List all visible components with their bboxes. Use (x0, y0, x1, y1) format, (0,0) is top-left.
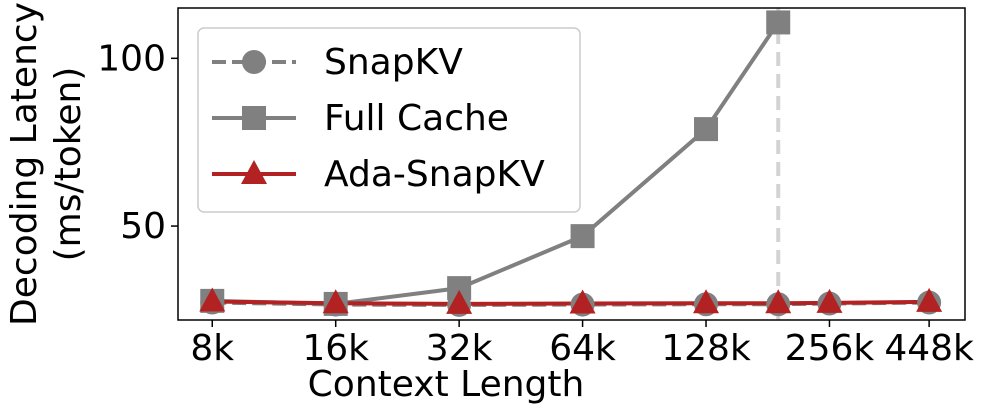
legend-label: Full Cache (324, 98, 509, 139)
x-tick-label: 448k (884, 328, 974, 369)
legend-label: Ada-SnapKV (324, 154, 545, 195)
x-tick-label: 64k (549, 328, 616, 369)
marker (694, 117, 719, 142)
marker (570, 224, 595, 249)
marker (199, 287, 226, 312)
marker (765, 289, 792, 314)
legend-marker (242, 50, 266, 74)
x-axis-label: Context Length (308, 364, 585, 405)
marker (816, 288, 843, 313)
legend-marker (242, 106, 266, 130)
y-axis-label: Decoding Latency (4, 2, 45, 326)
marker (569, 289, 596, 314)
x-tick-label: 16k (302, 328, 369, 369)
marker (322, 289, 349, 314)
marker (766, 10, 791, 35)
legend-label: SnapKV (324, 42, 463, 83)
y-axis-label: (ms/token) (48, 67, 89, 262)
marker (446, 289, 473, 314)
marker (916, 287, 943, 312)
x-tick-label: 32k (426, 328, 493, 369)
plot-frame (177, 7, 966, 321)
legend-marker (241, 160, 267, 184)
x-tick-label: 128k (661, 328, 751, 369)
x-tick-label: 8k (190, 328, 234, 369)
legend-box (197, 27, 581, 213)
marker (693, 289, 720, 314)
y-tick-label: 50 (120, 206, 166, 247)
x-tick-label: 256k (785, 328, 875, 369)
y-tick-label: 100 (97, 38, 166, 79)
